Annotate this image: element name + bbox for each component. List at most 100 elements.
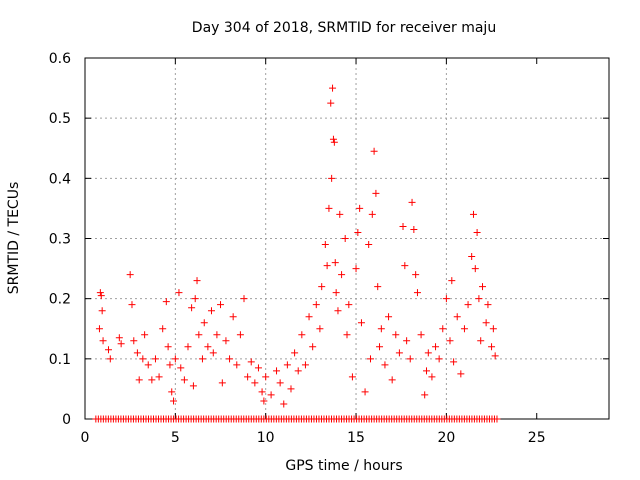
data-point [305,313,313,321]
data-point [423,367,431,375]
x-tick-label: 0 [81,430,90,446]
data-point [229,313,237,321]
data-point [410,225,418,233]
data-point [365,241,373,249]
data-point [226,355,234,363]
data-point [298,331,306,339]
data-point [159,325,167,333]
data-point [352,265,360,273]
data-point [484,301,492,309]
data-point [376,343,384,351]
data-point [417,331,425,339]
data-point [408,198,416,206]
data-point [244,373,252,381]
data-point [381,361,389,369]
data-point [312,301,320,309]
data-point [473,228,481,236]
data-point [175,289,183,297]
data-point [291,349,299,357]
data-point [222,337,230,345]
data-point [155,373,163,381]
data-points [92,84,501,423]
data-point [204,343,212,351]
data-point [413,289,421,297]
data-point [126,271,134,279]
y-axis-label: SRMTID / TECUs [6,182,22,295]
data-point [276,379,284,387]
data-point [330,138,338,146]
data-point [332,289,340,297]
data-point [188,304,196,312]
data-point [195,331,203,339]
data-point [450,358,458,366]
y-tick-label: 0.3 [49,232,71,248]
data-point [273,367,281,375]
data-point [395,349,403,357]
x-tick-label: 15 [347,430,365,446]
data-point [336,210,344,218]
data-point [104,346,112,354]
data-point [184,343,192,351]
data-point [328,174,336,182]
data-point [385,313,393,321]
data-point [166,361,174,369]
data-point [133,349,141,357]
data-point [354,228,362,236]
data-point [464,301,472,309]
data-point [130,337,138,345]
data-point [406,355,414,363]
data-point [432,343,440,351]
data-point [96,289,104,297]
data-point [177,364,185,372]
data-point [345,301,353,309]
data-point [388,376,396,384]
y-tick-label: 0.5 [49,111,71,127]
data-point [356,204,364,212]
data-point [139,355,147,363]
data-point [421,391,429,399]
data-point [193,277,201,285]
data-point [424,349,432,357]
data-point [453,313,461,321]
data-point [200,319,208,327]
x-tick-label: 20 [437,430,455,446]
data-point [207,307,215,315]
data-point [457,370,465,378]
data-point [247,358,255,366]
data-point [287,385,295,393]
x-axis-label: GPS time / hours [285,458,402,474]
data-point [151,355,159,363]
data-point [180,376,188,384]
data-point [301,361,309,369]
data-point [170,397,178,405]
y-tick-label: 0.4 [49,171,71,187]
data-point [469,210,477,218]
axis-ticks: 0 5 10 15 20 25 0 0.1 0.2 0.3 0.4 0.5 0.6 [49,51,609,446]
data-point [141,331,149,339]
data-point [106,355,114,363]
x-tick-label: 25 [528,430,546,446]
data-point [198,355,206,363]
data-point [435,355,443,363]
data-point [97,292,105,300]
data-point [168,388,176,396]
data-point [327,99,335,107]
y-tick-label: 0.2 [49,292,71,308]
data-point [343,331,351,339]
x-tick-label: 10 [257,430,275,446]
data-point [213,331,221,339]
data-point [368,210,376,218]
data-point [331,259,339,267]
data-point [280,400,288,408]
data-point [403,337,411,345]
y-tick-label: 0.6 [49,51,71,67]
data-point [357,319,365,327]
data-point [374,283,382,291]
data-point [148,376,156,384]
data-point [399,222,407,230]
data-point [191,295,199,303]
data-point [489,325,497,333]
data-point [267,391,275,399]
data-point [477,337,485,345]
